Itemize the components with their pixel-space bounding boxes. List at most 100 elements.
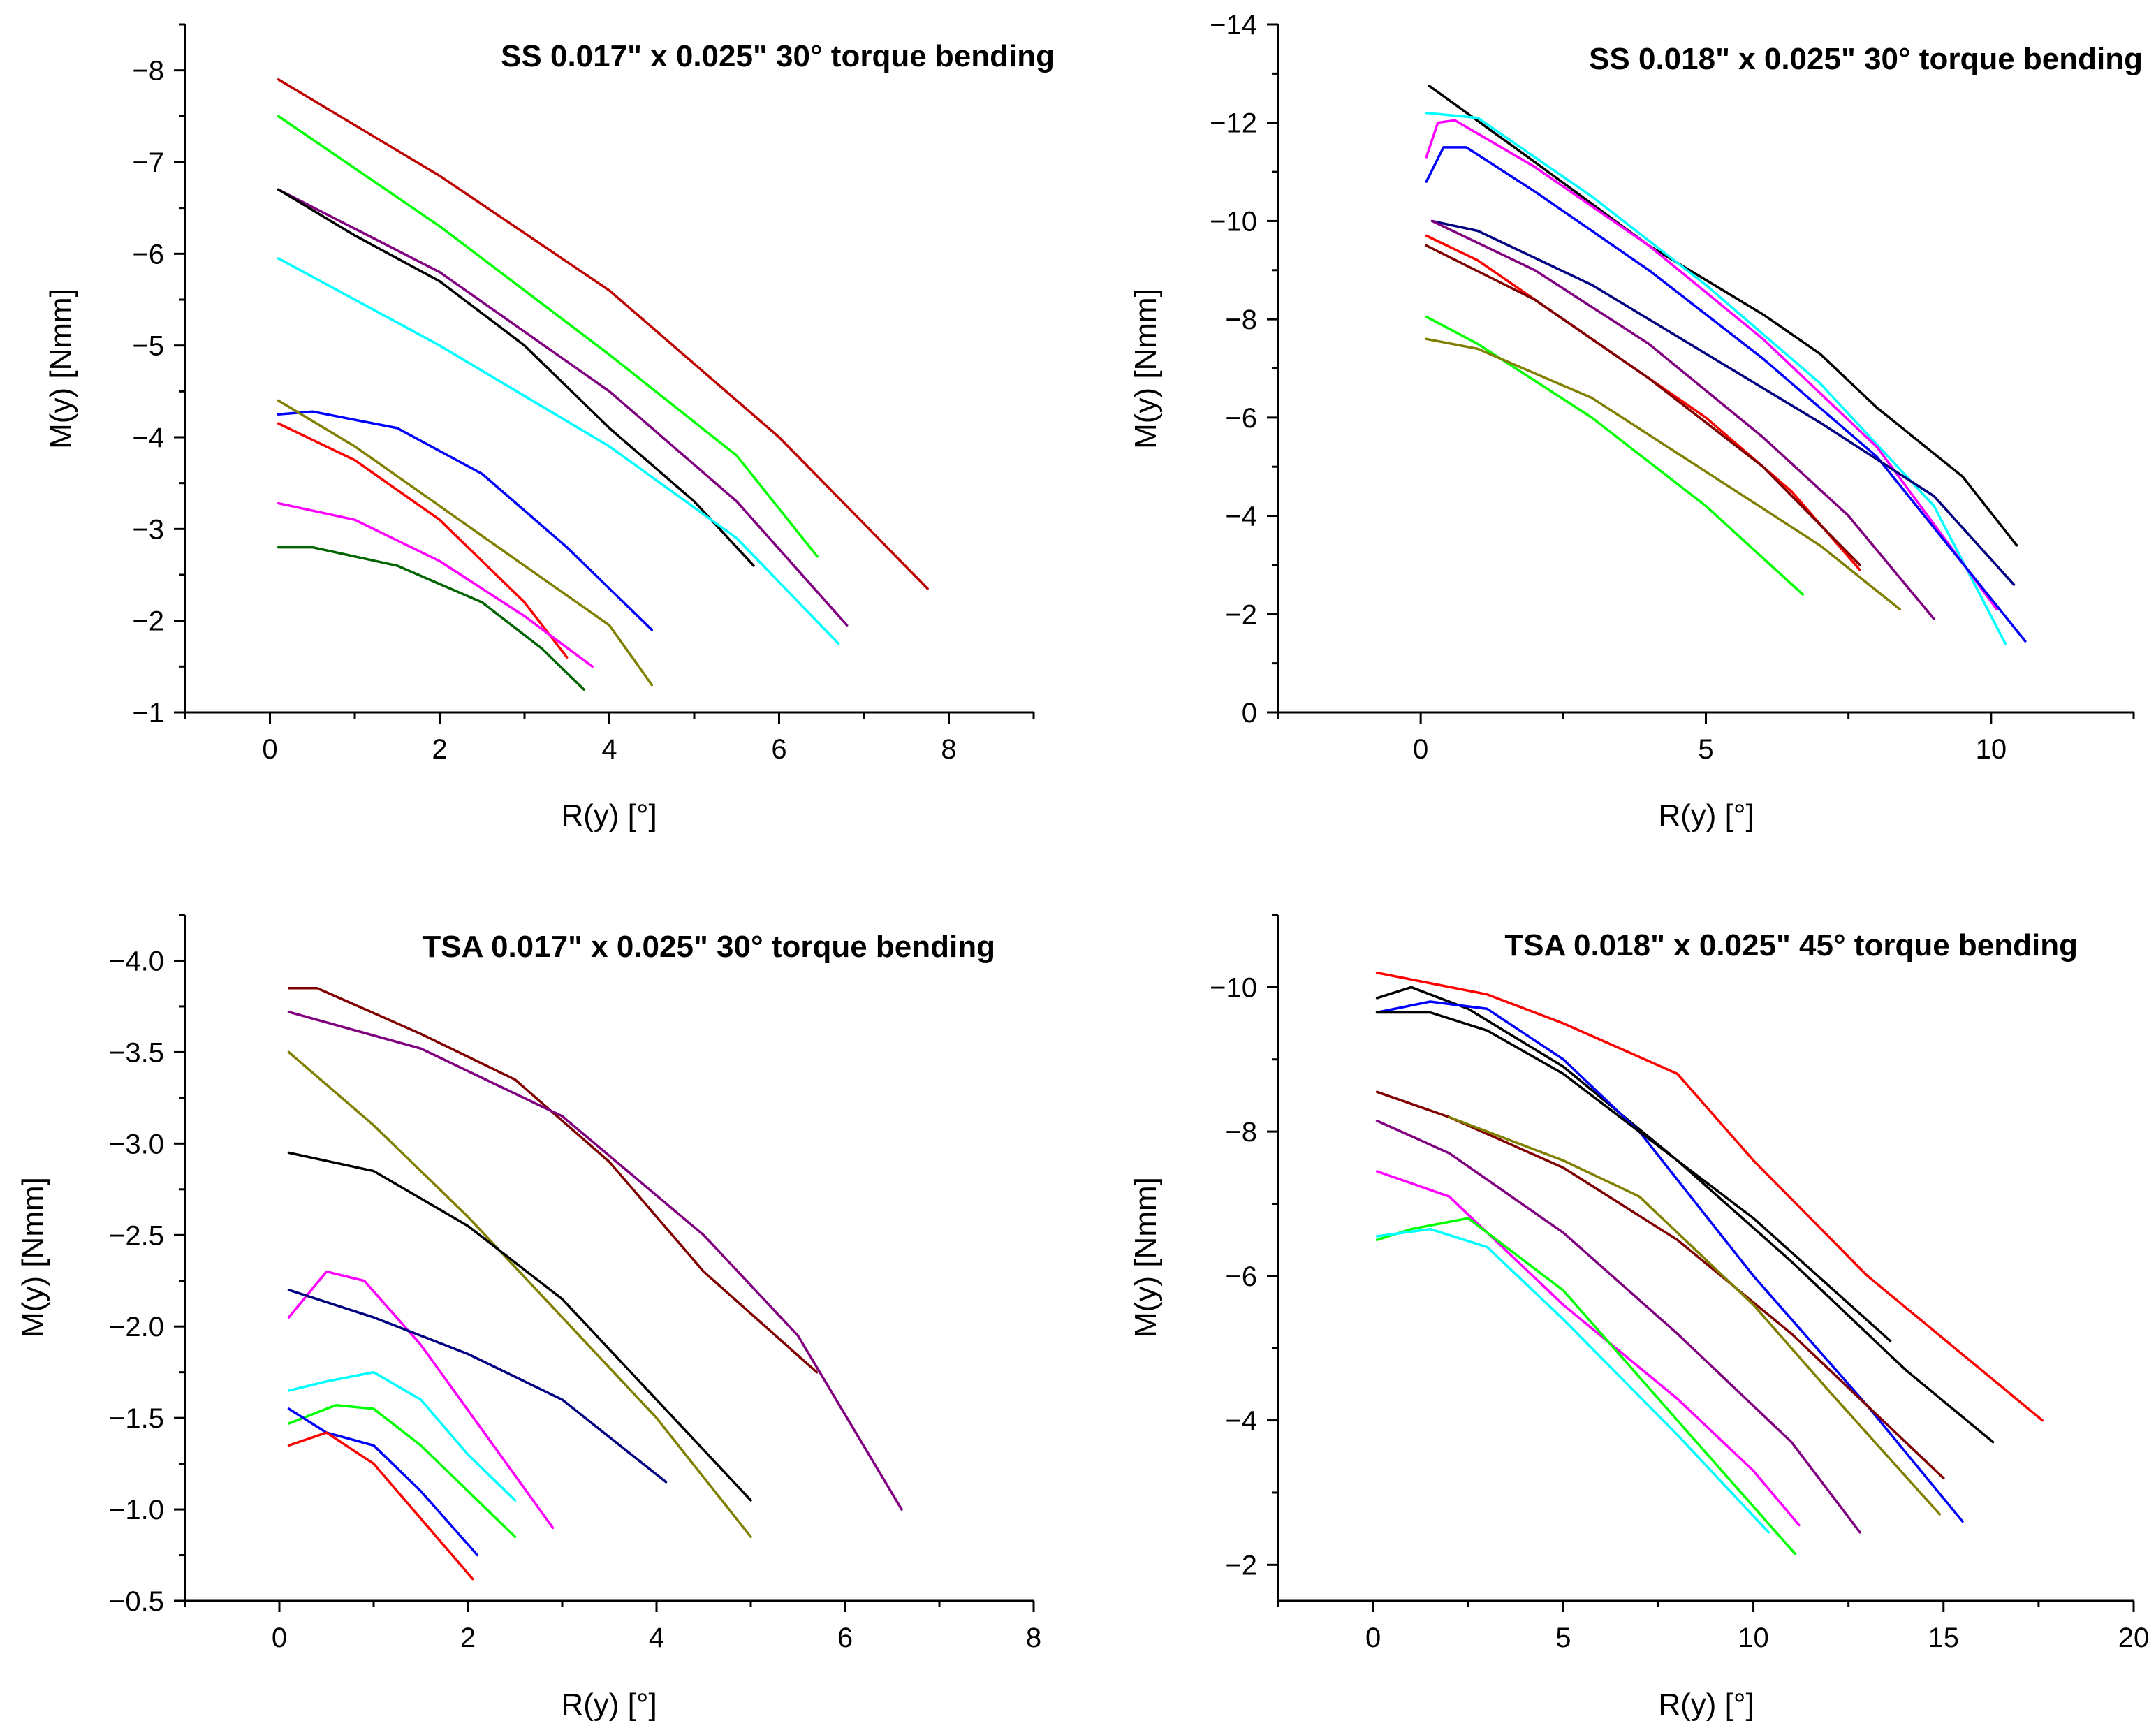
series-line-s8 bbox=[1375, 1170, 1801, 1527]
y-tick-label: −3.5 bbox=[109, 1037, 164, 1068]
y-tick-label: −4 bbox=[1225, 501, 1257, 532]
series-line-s8 bbox=[1425, 244, 1861, 566]
y-tick-label: −1 bbox=[132, 698, 164, 728]
y-tick-label: −2 bbox=[1225, 599, 1257, 630]
x-tick-label: 8 bbox=[1026, 1623, 1041, 1653]
series-line-s3 bbox=[1375, 1000, 1964, 1523]
y-axis-label: M(y) [Nmm] bbox=[44, 288, 78, 449]
x-tick-label: 0 bbox=[262, 734, 277, 765]
axes bbox=[1277, 24, 2134, 714]
series-line-s5 bbox=[277, 257, 840, 645]
panel-ss-017-30: SS 0.017" x 0.025" 30° torque bending 0 2… bbox=[44, 23, 1055, 833]
series-line-s5 bbox=[1430, 219, 2016, 586]
y-tick-label: 0 bbox=[1242, 698, 1257, 728]
series-line-s2 bbox=[287, 1011, 903, 1511]
ticks: 0 5 10 0 −2 −4 −6 −8 −10 −12 −14 bbox=[1210, 10, 2135, 765]
y-tick-label: −10 bbox=[1210, 206, 1257, 237]
x-tick-label: 0 bbox=[1413, 734, 1428, 765]
series-line-s10 bbox=[1425, 337, 1901, 611]
x-tick-label: 20 bbox=[2118, 1623, 2150, 1653]
series-line-s2 bbox=[1375, 986, 1892, 1342]
series-line-s3 bbox=[277, 188, 849, 627]
series-line-s2 bbox=[1425, 111, 2007, 645]
series-line-s5 bbox=[1375, 1090, 1945, 1480]
ticks: 0 2 4 6 8 −1 −2 −3 −4 −5 −6 −7 −8 bbox=[132, 23, 1035, 765]
axes bbox=[1277, 915, 2134, 1602]
y-tick-label: −4 bbox=[132, 423, 164, 453]
series-line-s7 bbox=[1425, 234, 1861, 571]
series-group bbox=[277, 78, 929, 691]
series-line-s2 bbox=[277, 115, 819, 558]
ticks: 0 2 4 6 8 −0.5 −1.0 −1.5 −2.0 −2.5 −3.0 −3.5 −4.0 bbox=[109, 914, 1041, 1653]
series-line-s1 bbox=[287, 986, 819, 1374]
x-tick-label: 4 bbox=[601, 734, 617, 765]
y-tick-label: −2 bbox=[1225, 1550, 1257, 1581]
ticks: 0 5 10 15 20 −2 −4 −6 −8 −10 bbox=[1210, 914, 2150, 1653]
y-tick-label: −2.5 bbox=[109, 1220, 164, 1251]
series-line-s3 bbox=[287, 1050, 752, 1539]
x-tick-label: 0 bbox=[1365, 1623, 1381, 1653]
y-tick-label: −2 bbox=[132, 606, 164, 637]
series-line-s8 bbox=[287, 1404, 517, 1539]
series-line-s6 bbox=[1448, 1115, 1942, 1516]
y-tick-label: −3.0 bbox=[109, 1129, 164, 1159]
series-line-s9 bbox=[1425, 315, 1805, 596]
y-tick-label: −14 bbox=[1210, 10, 1257, 41]
series-line-s8 bbox=[277, 422, 569, 659]
y-axis-label: M(y) [Nmm] bbox=[1129, 1177, 1163, 1338]
series-line-s7 bbox=[287, 1370, 517, 1502]
y-tick-label: −1.5 bbox=[109, 1403, 164, 1434]
y-tick-label: −0.5 bbox=[109, 1586, 164, 1617]
x-tick-label: 15 bbox=[1928, 1623, 1960, 1653]
x-tick-label: 5 bbox=[1698, 734, 1713, 765]
series-line-s9 bbox=[277, 501, 594, 668]
y-tick-label: −6 bbox=[1225, 1261, 1257, 1292]
series-group bbox=[1425, 85, 2027, 645]
y-tick-label: −3 bbox=[132, 514, 164, 545]
x-axis-label: R(y) [°] bbox=[561, 1687, 657, 1722]
x-tick-label: 6 bbox=[771, 734, 786, 765]
y-tick-label: −8 bbox=[132, 56, 164, 87]
y-tick-label: −12 bbox=[1210, 108, 1257, 139]
series-line-s9 bbox=[1375, 1217, 1797, 1555]
y-tick-label: −6 bbox=[1225, 403, 1257, 434]
series-line-s6 bbox=[287, 1289, 668, 1484]
series-line-s3 bbox=[1425, 119, 1998, 611]
x-tick-label: 5 bbox=[1555, 1623, 1571, 1653]
y-tick-label: −4 bbox=[1225, 1406, 1257, 1437]
panel-tsa-017-30: TSA 0.017" x 0.025" 30° torque bending 0… bbox=[16, 914, 1041, 1722]
series-line-s4 bbox=[1425, 146, 2027, 643]
panel-ss-018-30: SS 0.018" x 0.025" 30° torque bending 0 5… bbox=[1129, 10, 2143, 833]
x-tick-label: 10 bbox=[1738, 1623, 1769, 1653]
x-axis-label: R(y) [°] bbox=[1658, 798, 1754, 833]
chart-title: SS 0.018" x 0.025" 30° torque bending bbox=[1589, 42, 2143, 76]
y-tick-label: −8 bbox=[1225, 305, 1257, 335]
y-tick-label: −5 bbox=[132, 331, 164, 362]
series-line-s7 bbox=[1375, 1119, 1861, 1534]
x-tick-label: 6 bbox=[837, 1623, 853, 1653]
chart-title: TSA 0.017" x 0.025" 30° torque bending bbox=[422, 930, 995, 964]
y-tick-label: −1.0 bbox=[109, 1495, 164, 1525]
series-line-s4 bbox=[1375, 1011, 1995, 1444]
series-line-s4 bbox=[277, 188, 755, 567]
x-tick-label: 8 bbox=[941, 734, 956, 765]
x-tick-label: 2 bbox=[460, 1623, 476, 1653]
y-tick-label: −10 bbox=[1210, 972, 1257, 1003]
y-tick-label: −8 bbox=[1225, 1117, 1257, 1148]
series-line-s5 bbox=[287, 1270, 555, 1530]
series-line-s10 bbox=[287, 1431, 474, 1581]
y-tick-label: −7 bbox=[132, 147, 164, 178]
panel-tsa-018-45: TSA 0.018" x 0.025" 45° torque bending 0… bbox=[1129, 914, 2150, 1722]
series-group bbox=[1375, 971, 2044, 1555]
x-tick-label: 10 bbox=[1976, 734, 2007, 765]
series-group bbox=[287, 986, 903, 1581]
x-axis-label: R(y) [°] bbox=[1658, 1687, 1754, 1722]
series-line-s6 bbox=[277, 410, 654, 631]
axes bbox=[184, 915, 1034, 1602]
x-tick-label: 2 bbox=[432, 734, 447, 765]
series-line-s7 bbox=[277, 399, 654, 687]
series-line-s1 bbox=[277, 78, 929, 590]
y-axis-label: M(y) [Nmm] bbox=[16, 1177, 50, 1338]
series-line-s10 bbox=[1375, 1227, 1770, 1534]
